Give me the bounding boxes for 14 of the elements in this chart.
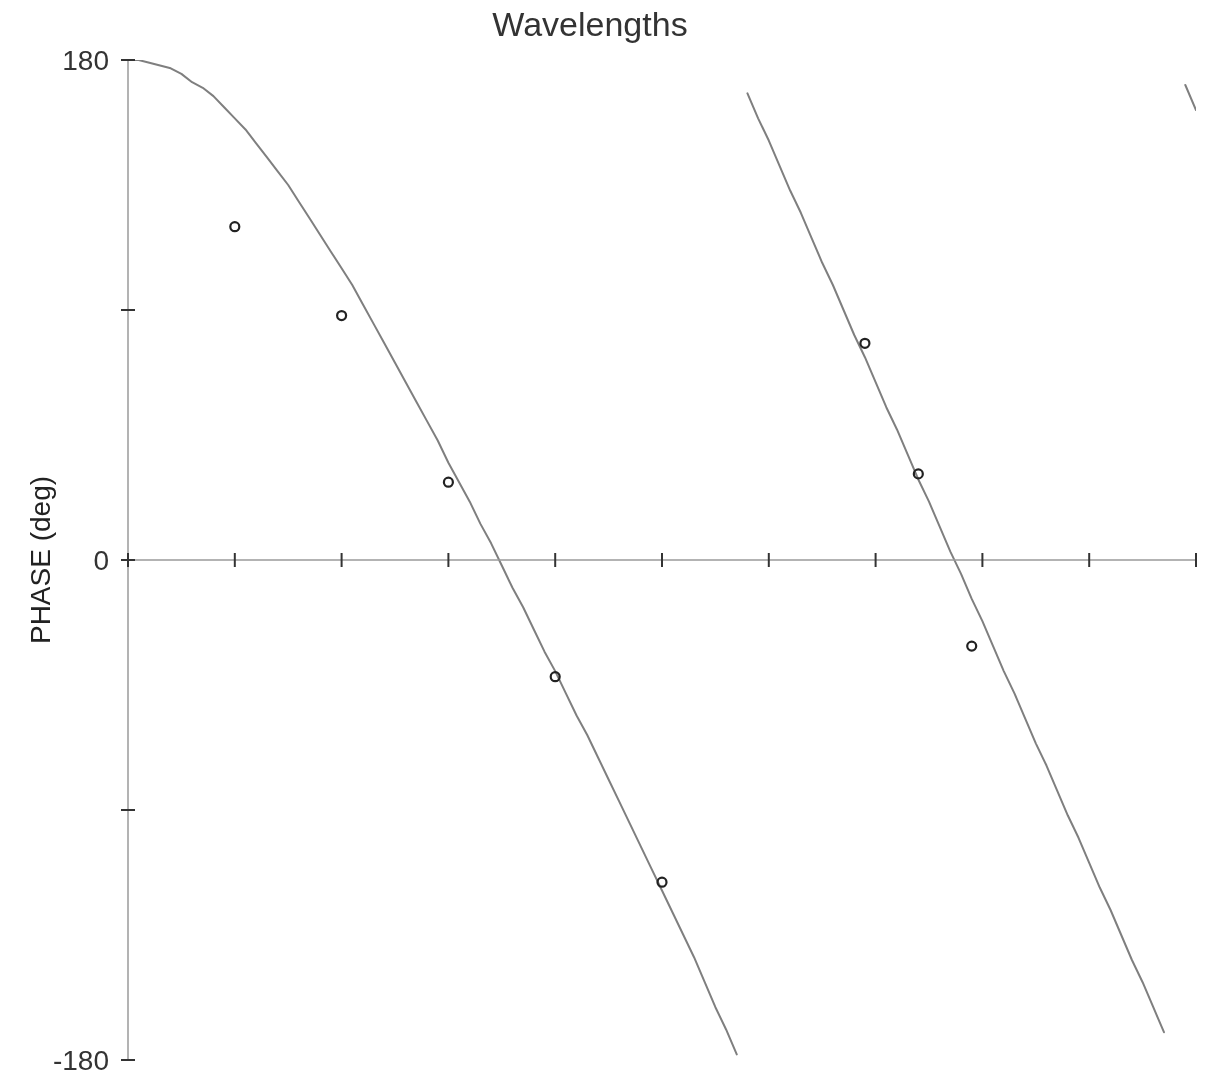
- point: [859, 337, 871, 349]
- y-tick-label: 0: [93, 544, 109, 576]
- y-tick-label: 180: [62, 44, 109, 76]
- y-tick-label: -180: [52, 1044, 109, 1076]
- line-series: [746, 92, 1165, 1034]
- point: [336, 309, 348, 322]
- chart-title: Wavelengths: [491, 4, 689, 44]
- point: [229, 221, 241, 233]
- point: [966, 640, 978, 652]
- point: [549, 671, 561, 683]
- y-axis-title: PHASE (deg): [24, 475, 56, 645]
- point: [442, 476, 454, 488]
- point: [912, 468, 924, 480]
- point: [656, 876, 668, 888]
